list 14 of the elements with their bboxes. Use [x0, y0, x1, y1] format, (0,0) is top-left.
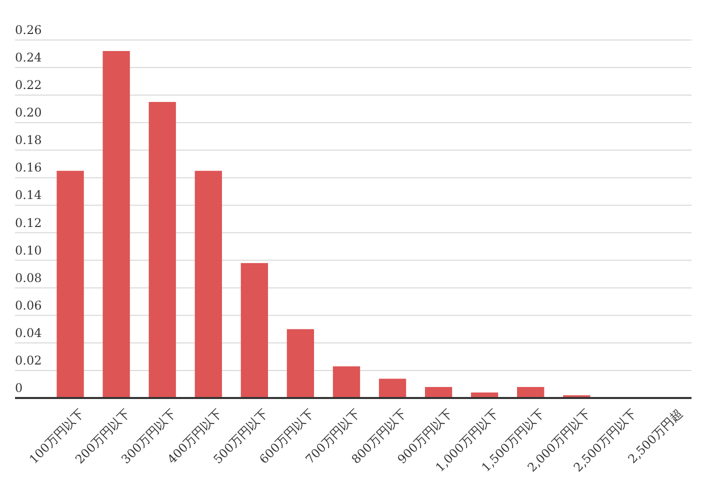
- y-tick-label: 0.08: [15, 270, 42, 285]
- y-tick-label: 0: [15, 381, 23, 395]
- y-tick-label: 0.24: [15, 50, 42, 65]
- y-tick-label: 0.06: [15, 298, 42, 312]
- y-tick-label: 0.22: [15, 78, 42, 92]
- y-tick-label: 0.18: [15, 133, 42, 148]
- y-tick-label: 0.14: [15, 188, 42, 202]
- y-tick-label: 0.02: [15, 353, 42, 368]
- y-tick-label: 0.10: [15, 243, 42, 258]
- y-tick-label: 0.20: [15, 106, 42, 120]
- y-tick-label: 0.12: [15, 216, 42, 230]
- y-tick-label: 0.04: [15, 326, 42, 340]
- y-tick-label: 0.26: [15, 23, 42, 37]
- y-tick-label: 0.16: [15, 160, 42, 175]
